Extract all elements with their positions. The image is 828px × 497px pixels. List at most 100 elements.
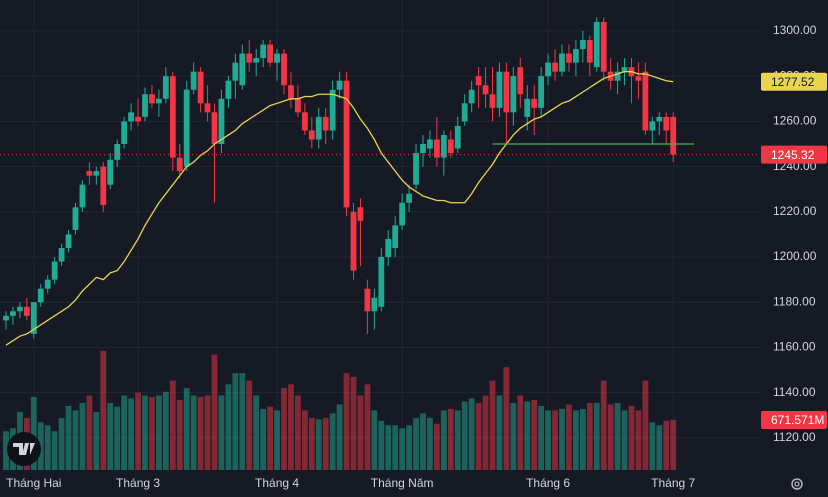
volume-bar: [169, 380, 176, 470]
y-tick-label: 1140.00: [773, 385, 816, 399]
candle-body: [399, 202, 406, 226]
volume-bar: [482, 395, 489, 470]
candle-body: [385, 238, 392, 258]
candle-body: [545, 62, 551, 77]
candle-body: [566, 53, 572, 63]
ma-tag: 1277.52: [771, 75, 815, 89]
moving-average: [5, 71, 674, 346]
y-tick-label: 1220.00: [773, 204, 817, 218]
candle-body: [72, 207, 79, 230]
volume-bar: [204, 395, 211, 470]
candle-body: [559, 53, 565, 72]
volume-bar: [573, 410, 579, 470]
candle-body: [260, 44, 267, 59]
candle-body: [17, 306, 23, 312]
gear-ring: [791, 478, 803, 490]
volume-bar: [86, 395, 93, 470]
candle-body: [86, 171, 93, 176]
volume-bar: [399, 428, 406, 470]
candle-body: [79, 184, 86, 208]
axes: 1120.00 1140.00 1160.00 1180.00 1200.00 1220.…: [6, 23, 827, 490]
candle-body: [392, 225, 399, 248]
volume-bar: [531, 399, 538, 470]
volume-bar: [30, 396, 37, 470]
volume-bar: [496, 395, 503, 470]
volume-bar: [114, 406, 121, 470]
volume-bar: [586, 402, 593, 470]
candle-body: [343, 80, 350, 208]
settings-icon[interactable]: [791, 478, 803, 490]
candle-body: [434, 139, 440, 158]
candle-body: [482, 85, 489, 95]
candle-body: [197, 71, 204, 104]
candle-body: [336, 80, 343, 90]
candle-body: [586, 40, 593, 63]
volume-bar: [44, 425, 51, 470]
candle-body: [420, 144, 426, 154]
candle-body: [315, 116, 322, 140]
volume-bar: [434, 423, 440, 470]
volume-bar: [649, 422, 656, 470]
volume-bar: [239, 373, 246, 470]
candle-body: [267, 44, 273, 63]
volume-bar: [274, 410, 280, 470]
candle-body: [308, 130, 315, 140]
x-tick-label: Tháng 6: [526, 476, 570, 490]
volume-bar: [413, 417, 419, 470]
volume-bar: [357, 395, 364, 470]
volume-bar: [93, 411, 100, 470]
volume-bar: [600, 380, 607, 470]
candle-body: [142, 94, 148, 117]
candle-body: [364, 288, 371, 312]
volume-bar: [489, 380, 496, 470]
candle-body: [371, 297, 378, 312]
volume-bar: [545, 410, 551, 470]
candle-body: [211, 112, 218, 145]
volume-bar: [378, 420, 385, 470]
x-tick-label: Tháng 4: [255, 476, 299, 490]
candle-body: [614, 71, 621, 81]
volume-bar: [281, 388, 287, 470]
candle-body: [253, 58, 260, 63]
volume-bar: [3, 431, 9, 470]
volume-bar: [517, 395, 524, 470]
x-tick-label: Tháng Hai: [6, 476, 61, 490]
volume-bar: [607, 404, 614, 470]
logo-mark: [13, 443, 35, 455]
candle-body: [204, 103, 211, 113]
volume-bar: [566, 404, 572, 470]
candle-body: [621, 67, 628, 72]
volume-bar: [642, 380, 649, 470]
candle-body: [642, 71, 649, 131]
volume-bar: [190, 395, 197, 470]
candle-body: [600, 21, 607, 72]
candle-body: [350, 211, 357, 271]
candle-body: [156, 98, 162, 104]
x-tick-label: Tháng 7: [651, 476, 695, 490]
candle-body: [454, 125, 461, 149]
logo[interactable]: [7, 432, 41, 466]
volume-bar: [427, 417, 433, 470]
volume-bar: [79, 402, 86, 470]
volume-bar: [406, 425, 412, 470]
last-price-tag: 1245.32: [771, 148, 815, 162]
candle-body: [93, 171, 100, 176]
gear-hub: [794, 481, 800, 487]
volume-bar: [253, 395, 260, 470]
candle-body: [663, 116, 670, 131]
y-tick-label: 1160.00: [773, 340, 816, 354]
candle-body: [23, 306, 30, 316]
volume-bar: [51, 431, 58, 470]
candle-body: [3, 315, 9, 321]
volume-bar: [628, 405, 635, 470]
candle-body: [30, 302, 37, 334]
volume-bar: [211, 354, 218, 470]
candle-body: [114, 144, 121, 160]
volume-bar: [107, 402, 114, 470]
candle-body: [58, 247, 65, 262]
volume-bar: [447, 408, 454, 470]
volume-bar: [392, 425, 399, 470]
overlays: [0, 71, 760, 346]
volume-bar: [225, 384, 232, 470]
